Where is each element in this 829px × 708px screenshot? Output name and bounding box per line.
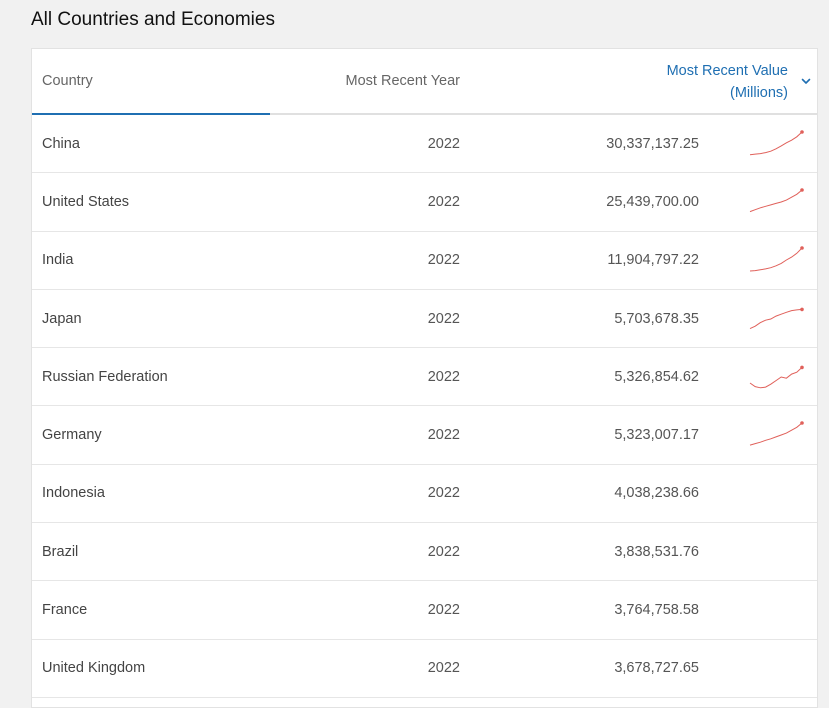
most-recent-value: 5,323,007.17 <box>614 427 699 444</box>
country-name[interactable]: Germany <box>42 427 102 444</box>
country-name[interactable]: France <box>42 602 88 619</box>
column-header-year[interactable]: Most Recent Year <box>345 73 460 89</box>
most-recent-year: 2022 <box>427 252 460 269</box>
column-header-value-line2: (Millions) <box>730 85 788 101</box>
most-recent-year: 2022 <box>427 135 460 152</box>
most-recent-value: 11,904,797.22 <box>607 252 699 269</box>
most-recent-year: 2022 <box>427 660 460 677</box>
table-row[interactable]: Russian Federation 2022 5,326,854.62 <box>32 348 817 407</box>
table-row[interactable]: Indonesia 2022 4,038,238.66 <box>32 465 817 524</box>
sparkline-endpoint <box>800 307 804 311</box>
sparkline-endpoint <box>800 246 804 251</box>
sparkline-endpoint <box>800 421 804 425</box>
sparkline-chart <box>749 188 804 213</box>
country-name[interactable]: China <box>42 135 80 152</box>
table-row[interactable]: Germany 2022 5,323,007.17 <box>32 406 817 465</box>
table-row[interactable]: Brazil 2022 3,838,531.76 <box>32 523 817 582</box>
table-row[interactable]: Japan 2022 5,703,678.35 <box>32 290 817 349</box>
sparkline-line <box>749 308 803 329</box>
country-name[interactable]: Japan <box>42 310 82 327</box>
country-name[interactable]: Russian Federation <box>42 368 168 385</box>
table-row[interactable]: China 2022 30,337,137.25 <box>32 115 817 174</box>
sparkline-chart <box>749 307 804 329</box>
sparkline-endpoint <box>800 129 804 134</box>
table-header: Country Most Recent Year Most Recent Val… <box>32 49 817 115</box>
most-recent-value: 25,439,700.00 <box>606 193 699 210</box>
table-row[interactable]: India 2022 11,904,797.22 <box>32 232 817 290</box>
most-recent-value: 4,038,238.66 <box>614 485 699 502</box>
country-name[interactable]: Brazil <box>42 543 79 560</box>
column-header-country[interactable]: Country <box>42 73 93 89</box>
most-recent-value: 5,326,854.62 <box>614 368 699 385</box>
column-header-value[interactable]: Most Recent Value (Millions) <box>32 49 811 115</box>
sparkline-chart <box>749 246 804 272</box>
most-recent-year: 2022 <box>427 602 460 619</box>
most-recent-year: 2022 <box>427 368 460 385</box>
country-name[interactable]: India <box>42 252 74 269</box>
most-recent-year: 2022 <box>427 485 460 502</box>
column-header-value-line1: Most Recent Value <box>666 63 788 79</box>
table-row[interactable]: United States 2022 25,439,700.00 <box>32 173 817 232</box>
country-name[interactable]: Indonesia <box>42 485 105 502</box>
most-recent-year: 2022 <box>427 193 460 210</box>
most-recent-value: 5,703,678.35 <box>614 310 699 327</box>
sparkline-line <box>749 366 803 389</box>
sparkline-line <box>749 247 803 272</box>
sparkline-chart <box>749 421 804 446</box>
most-recent-value: 3,678,727.65 <box>614 660 699 677</box>
chevron-down-icon[interactable] <box>800 75 812 87</box>
most-recent-year: 2022 <box>427 543 460 560</box>
country-name[interactable]: United Kingdom <box>42 660 146 677</box>
most-recent-year: 2022 <box>427 427 460 444</box>
table-row[interactable]: France 2022 3,764,758.58 <box>32 581 817 640</box>
table-row[interactable]: United Kingdom 2022 3,678,727.65 <box>32 640 817 698</box>
sparkline-line <box>749 189 803 213</box>
page-title: All Countries and Economies <box>31 9 275 30</box>
countries-table: Country Most Recent Year Most Recent Val… <box>31 48 818 708</box>
sparkline-endpoint <box>800 365 804 370</box>
country-name[interactable]: United States <box>42 193 130 210</box>
sparkline-line <box>749 422 803 446</box>
most-recent-value: 30,337,137.25 <box>606 135 699 152</box>
sparkline-endpoint <box>800 188 804 192</box>
sparkline-line <box>749 131 803 155</box>
most-recent-value: 3,838,531.76 <box>614 543 699 560</box>
table-body: China 2022 30,337,137.25 United States 2022 2… <box>32 115 817 698</box>
most-recent-value: 3,764,758.58 <box>614 602 699 619</box>
sparkline-chart <box>749 129 804 155</box>
most-recent-year: 2022 <box>427 310 460 327</box>
column-header-value-label: Most Recent Value (Millions) <box>667 60 788 104</box>
sparkline-chart <box>749 365 804 389</box>
